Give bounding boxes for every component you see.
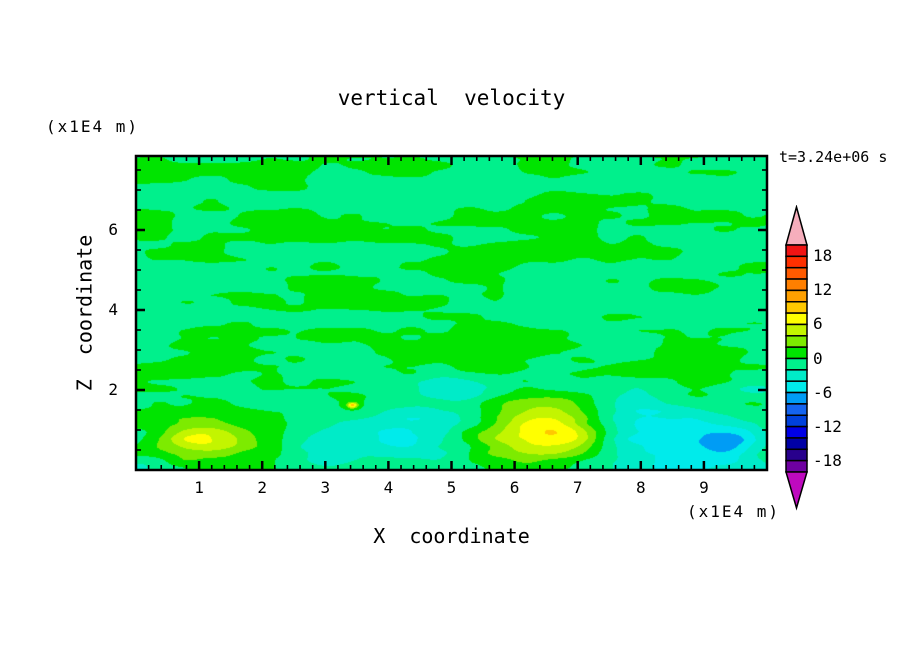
x-tick-label: 1	[194, 478, 204, 497]
x-tick-label: 6	[509, 478, 520, 497]
colorbar-tick-label: -18	[813, 450, 842, 470]
y-tick-label: 2	[108, 380, 118, 399]
x-tick-label: 7	[572, 478, 583, 497]
plot-area	[134, 154, 769, 472]
x-tick-label: 3	[320, 478, 331, 497]
x-tick-label: 4	[383, 478, 394, 497]
x-tick-label: 8	[635, 478, 646, 497]
x-tick-label: 2	[257, 478, 268, 497]
x-axis-title: X coordinate	[373, 524, 530, 548]
colorbar-tick-label: 6	[813, 314, 823, 334]
y-tick-label: 6	[108, 220, 118, 239]
colorbar-tick-label: 18	[813, 246, 833, 266]
y-tick-label: 4	[108, 300, 118, 319]
colorbar	[785, 205, 808, 511]
colorbar-tick-label: 0	[813, 348, 823, 368]
axes-frame	[134, 154, 769, 472]
colorbar-tick-label: -12	[813, 416, 842, 436]
y-axis-unit-label: (x1E4 m)	[46, 117, 140, 136]
x-tick-label: 5	[446, 478, 457, 497]
x-tick-label: 9	[699, 478, 709, 497]
chart-title: vertical velocity	[337, 86, 566, 110]
field-canvas	[136, 156, 767, 470]
x-axis-unit-label: (x1E4 m)	[686, 502, 780, 521]
colorbar-tick-label: 12	[813, 280, 833, 300]
time-annotation: t=3.24e+06 s	[779, 148, 888, 166]
colorbar-tick-label: -6	[813, 382, 833, 402]
